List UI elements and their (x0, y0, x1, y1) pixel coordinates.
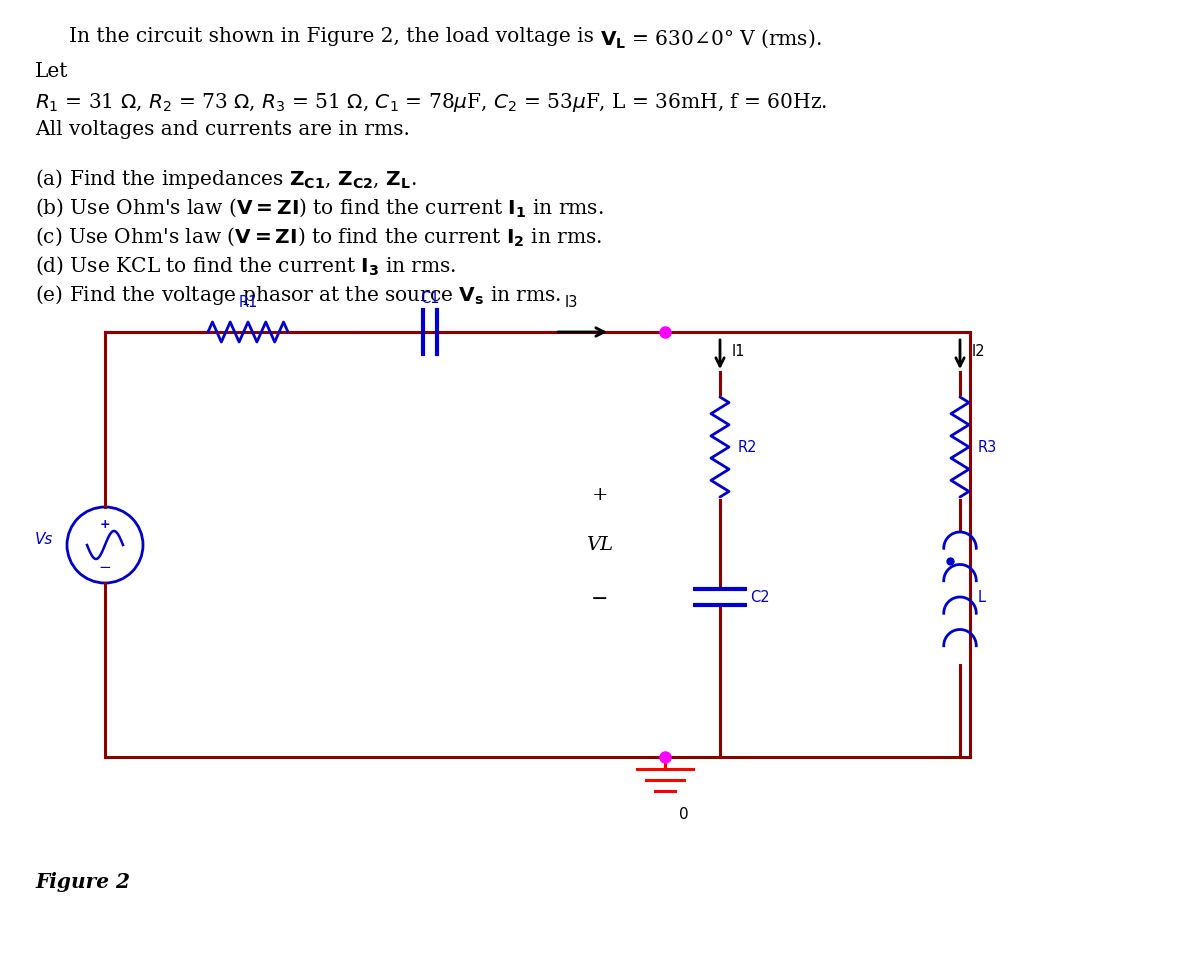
Text: $R_1$ = 31 $\Omega$, $R_2$ = 73 $\Omega$, $R_3$ = 51 $\Omega$, $C_1$ = 78$\mu$F,: $R_1$ = 31 $\Omega$, $R_2$ = 73 $\Omega$… (35, 91, 827, 114)
Text: (b) Use Ohm's law ($\mathbf{V = ZI}$) to find the current $\mathbf{I_1}$ in rms.: (b) Use Ohm's law ($\mathbf{V = ZI}$) to… (35, 196, 604, 219)
Text: −: − (592, 590, 608, 609)
Text: R3: R3 (978, 439, 997, 454)
Text: I1: I1 (732, 344, 745, 360)
Text: 0: 0 (679, 807, 689, 822)
Text: VL: VL (587, 536, 613, 553)
Text: R2: R2 (738, 439, 757, 454)
Text: (e) Find the voltage phasor at the source $\mathbf{V_s}$ in rms.: (e) Find the voltage phasor at the sourc… (35, 283, 562, 307)
Text: Let: Let (35, 62, 68, 81)
Text: C1: C1 (420, 291, 439, 306)
Text: In the circuit shown in Figure 2, the load voltage is: In the circuit shown in Figure 2, the lo… (68, 27, 600, 46)
Text: L: L (978, 590, 986, 604)
Text: +: + (592, 485, 608, 504)
Text: I2: I2 (972, 344, 985, 360)
Text: Vs: Vs (35, 533, 53, 547)
Text: $\mathbf{V_L}$ = 630∠0° V (rms).: $\mathbf{V_L}$ = 630∠0° V (rms). (600, 27, 822, 49)
Text: C2: C2 (750, 590, 769, 604)
Text: (d) Use KCL to find the current $\mathbf{I_3}$ in rms.: (d) Use KCL to find the current $\mathbf… (35, 254, 456, 277)
Text: All voltages and currents are in rms.: All voltages and currents are in rms. (35, 120, 410, 139)
Text: R1: R1 (239, 295, 258, 310)
Text: Figure 2: Figure 2 (35, 872, 130, 892)
Text: (c) Use Ohm's law ($\mathbf{V = ZI}$) to find the current $\mathbf{I_2}$ in rms.: (c) Use Ohm's law ($\mathbf{V = ZI}$) to… (35, 225, 602, 248)
Text: +: + (100, 518, 110, 532)
Text: (a) Find the impedances $\mathbf{Z_{C1}}$, $\mathbf{Z_{C2}}$, $\mathbf{Z_L}$.: (a) Find the impedances $\mathbf{Z_{C1}}… (35, 167, 416, 191)
Text: −: − (98, 560, 112, 574)
Text: I3: I3 (565, 295, 578, 310)
